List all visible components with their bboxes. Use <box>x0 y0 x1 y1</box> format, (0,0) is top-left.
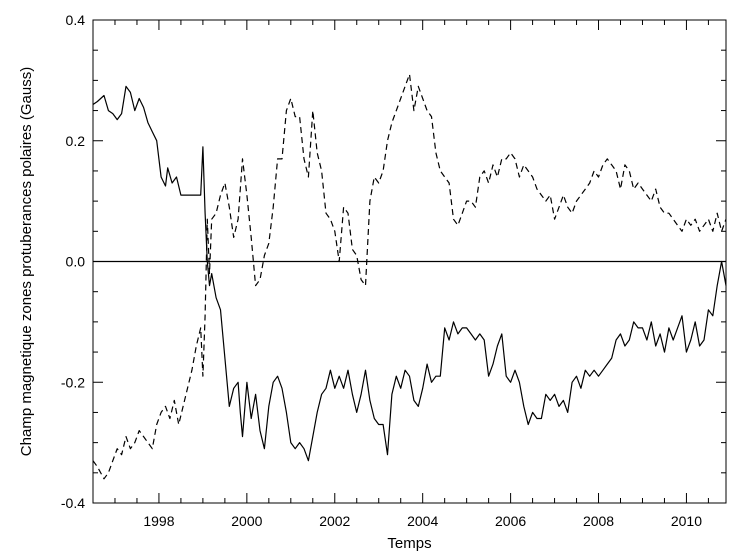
plot-frame <box>92 19 727 504</box>
series-solid-line <box>92 85 727 462</box>
x-tick-label: 2010 <box>671 513 702 529</box>
x-tick-label: 2006 <box>495 513 526 529</box>
series-dashed-line <box>92 73 727 480</box>
tick-labels-layer: 1998 2000 2002 2004 2006 2008 2010 -0.4 -0.2 0.0 0… <box>61 12 702 529</box>
x-tick-label: 2002 <box>319 513 350 529</box>
x-tick-label: 1998 <box>143 513 174 529</box>
y-tick-label: -0.4 <box>61 495 85 511</box>
series-layer <box>92 73 727 480</box>
y-axis-title: Champ magnetique zones protuberances pol… <box>18 67 35 456</box>
y-tick-label: 0.4 <box>66 12 86 28</box>
x-tick-label: 2008 <box>583 513 614 529</box>
y-tick-label: 0.0 <box>66 254 86 270</box>
x-axis-title: Temps <box>387 535 431 552</box>
x-tick-label: 2000 <box>231 513 262 529</box>
y-tick-label: 0.2 <box>66 133 86 149</box>
y-tick-label: -0.2 <box>61 374 85 390</box>
x-tick-label: 2004 <box>407 513 438 529</box>
